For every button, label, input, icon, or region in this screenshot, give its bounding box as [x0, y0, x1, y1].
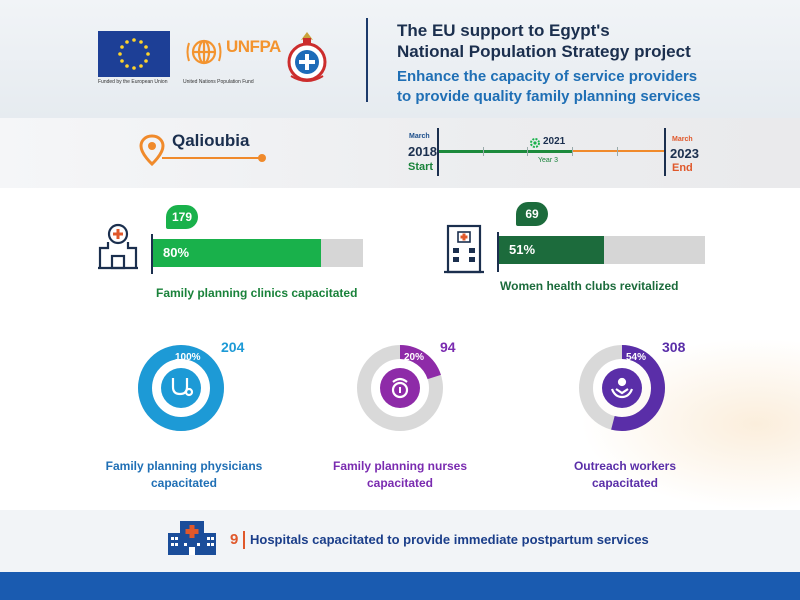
un-emblem-logo: [183, 31, 225, 73]
timeline-start-year: 2018: [408, 144, 437, 159]
map-pin-icon: [139, 134, 165, 167]
donut-center: [602, 368, 642, 408]
header-divider: [366, 18, 368, 102]
kpi-count-bubble: 69: [516, 202, 548, 226]
timeline-end-year: 2023: [670, 146, 699, 161]
donut-count: 94: [440, 339, 456, 355]
care-hands-icon: [610, 377, 634, 399]
gear-icon: [529, 136, 541, 148]
stethoscope-icon: [171, 378, 194, 397]
hospitals-divider: [243, 531, 245, 549]
donut-caption-line-2: capacitated: [150, 476, 218, 490]
donut-center: [161, 368, 201, 408]
kpi-bar-track: 51%: [499, 236, 705, 264]
timeline-end-label: End: [672, 162, 693, 174]
timeline-start-marker: [437, 128, 439, 176]
hospitals-band: [0, 510, 800, 572]
timeline-mid-year: 2021: [543, 136, 566, 147]
donut-percent: 20%: [404, 352, 425, 363]
donut-caption: Family planning physicians capacitated: [84, 458, 284, 492]
donut-percent: 54%: [626, 352, 647, 363]
kpi-percent: 80%: [163, 245, 190, 260]
hospitals-count: 9: [230, 531, 239, 548]
donut-arc: [138, 345, 224, 431]
donut-caption: Family planning nurses capacitated: [300, 458, 500, 492]
donut-caption-line-1: Outreach workers: [573, 459, 677, 473]
timeline-remaining-line: [572, 150, 664, 152]
page-subtitle: Enhance the capacity of service provider…: [397, 67, 777, 107]
physicians-donut: [138, 345, 224, 431]
bottom-bar: [0, 572, 800, 600]
kpi-count-bubble: 179: [166, 205, 198, 229]
title-line-1: The EU support to Egypt's: [397, 21, 610, 40]
nurse-icon: [391, 377, 409, 399]
donut-caption-line-2: capacitated: [591, 476, 659, 490]
subtitle-line-2: to provide quality family planning servi…: [397, 88, 701, 105]
kpi-percent: 51%: [509, 242, 536, 257]
kpi-caption: Family planning clinics capacitated: [156, 286, 358, 300]
location-underline-dot: [258, 154, 266, 162]
location-underline: [162, 157, 262, 159]
nurses-donut: [357, 345, 443, 431]
donut-caption: Outreach workers capacitated: [525, 458, 725, 492]
location-timeline-band: [0, 118, 800, 188]
donut-count: 308: [662, 339, 686, 355]
subtitle-line-1: Enhance the capacity of service provider…: [397, 68, 698, 85]
timeline-tick: [527, 147, 528, 156]
donut-percent: 100%: [175, 352, 201, 363]
page-title: The EU support to Egypt's National Popul…: [397, 20, 757, 62]
outreach-workers-donut: [579, 345, 665, 431]
hospitals-text: Hospitals capacitated to provide immedia…: [250, 532, 649, 547]
timeline-tick: [572, 147, 573, 156]
eu-flag-logo: [98, 31, 170, 77]
donut-caption-line-1: Family planning nurses: [332, 459, 468, 473]
timeline-mid-label: Year 3: [538, 157, 558, 164]
timeline-end-month: March: [672, 136, 693, 143]
kpi-bar-axis: [151, 234, 153, 274]
kpi-caption: Women health clubs revitalized: [500, 279, 679, 293]
kpi-bar-axis: [497, 232, 499, 272]
kpi-bar-track: 80%: [153, 239, 363, 267]
timeline-tick: [483, 147, 484, 156]
donut-arc: [357, 345, 443, 431]
donut-arc: [579, 345, 665, 431]
timeline-tick: [617, 147, 618, 156]
donut-count: 204: [221, 339, 245, 355]
timeline-elapsed-line: [439, 150, 572, 153]
timeline-start-month: March: [409, 133, 430, 140]
title-line-2: National Population Strategy project: [397, 42, 691, 61]
location-name: Qalioubia: [172, 131, 250, 150]
unfpa-logo-text: UNFPA: [226, 37, 281, 56]
hospital-icon: [166, 519, 218, 555]
clinic-icon: [96, 222, 140, 270]
donut-caption-line-1: Family planning physicians: [105, 459, 263, 473]
kpi-bar-fill: 80%: [153, 239, 321, 267]
eu-caption: Funded by the European Union: [98, 79, 168, 85]
donut-caption-line-2: capacitated: [366, 476, 434, 490]
unfpa-caption: United Nations Population Fund: [183, 79, 254, 85]
timeline-start-label: Start: [408, 161, 434, 173]
health-club-building-icon: [442, 222, 486, 274]
timeline-end-marker: [664, 128, 666, 176]
ministry-of-health-seal-logo: [278, 26, 336, 86]
kpi-bar-fill: 51%: [499, 236, 605, 264]
